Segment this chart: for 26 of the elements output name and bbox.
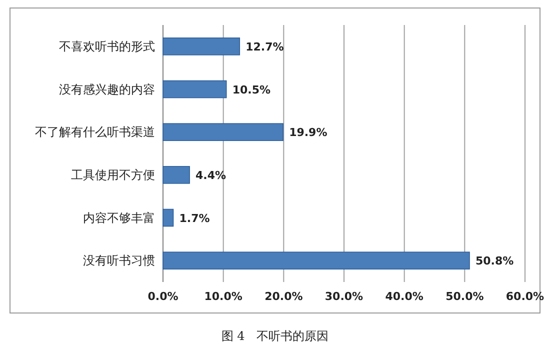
data-label: 10.5% — [232, 83, 271, 96]
x-tick-label: 10.0% — [204, 290, 242, 303]
x-tick-label: 30.0% — [324, 290, 364, 303]
y-tick-label: 没有听书习惯 — [83, 254, 155, 268]
bar — [162, 252, 470, 270]
caption: 图 4 不听书的原因 — [221, 329, 329, 343]
data-label: 19.9% — [289, 126, 328, 140]
x-tick-label: 40.0% — [385, 290, 424, 303]
y-tick-label: 工具使用不方便 — [71, 168, 155, 182]
y-tick-label: 不了解有什么听书渠道 — [35, 125, 155, 140]
y-tick-label: 不喜欢听书的形式 — [59, 39, 155, 54]
x-tick-label: 60.0% — [506, 290, 544, 303]
x-tick-label: 20.0% — [264, 290, 303, 303]
bar — [162, 123, 284, 141]
y-tick-label: 内容不够丰富 — [83, 210, 155, 225]
bar — [162, 80, 227, 98]
bar — [162, 208, 174, 227]
y-tick-label: 没有感兴趣的内容 — [59, 82, 155, 96]
data-label: 4.4% — [196, 168, 226, 182]
bar — [162, 166, 190, 184]
data-label: 50.8% — [475, 254, 514, 268]
x-tick-label: 0.0% — [148, 290, 178, 303]
x-tick-label: 50.0% — [446, 290, 484, 303]
bar — [162, 38, 240, 56]
data-label: 1.7% — [179, 212, 210, 225]
data-label: 12.7% — [246, 40, 284, 54]
